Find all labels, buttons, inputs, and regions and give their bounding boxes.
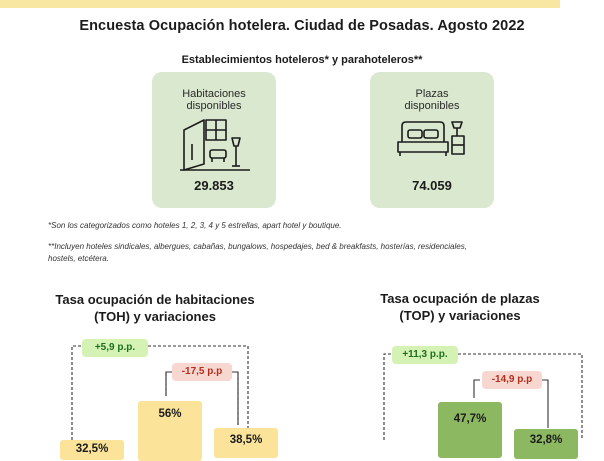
top-bar-2-label: 32,8% (529, 434, 563, 446)
footnote-hotels: *Son los categorizados como hoteles 1, 2… (48, 221, 342, 230)
rooms-label-line1: Habitaciones (182, 88, 246, 100)
rooms-value: 29.853 (194, 178, 234, 193)
toh-bar-1-label: 32,5% (75, 443, 109, 455)
rooms-label-line2: disponibles (186, 100, 242, 112)
top-chart-title: Tasa ocupación de plazas (TOP) y variaci… (350, 290, 570, 324)
top-bar-1-label: 47,7% (453, 413, 487, 425)
top-title-line2: (TOP) y variaciones (399, 308, 521, 323)
footnote-parahotels-line2: hostels, etcétera. (48, 254, 109, 263)
top-band (0, 0, 560, 8)
top-title-line1: Tasa ocupación de plazas (380, 291, 540, 306)
toh-connectors (71, 345, 583, 440)
places-card: Plazas disponibles 74.059 (370, 72, 494, 208)
toh-bar-2-label: 56% (158, 408, 182, 420)
page-subtitle: Establecimientos hoteleros* y parahotele… (181, 54, 423, 66)
rooms-card: Habitaciones disponibles 29.853 (152, 72, 276, 208)
top-variation-negative: -14,9 p.p (482, 371, 542, 389)
top-variation-positive: +11,3 p.p. (392, 346, 458, 364)
places-card-label: Plazas disponibles (370, 88, 494, 112)
toh-title-line2: (TOH) y variaciones (94, 309, 216, 324)
footnote-parahotels: **Incluyen hoteles sindicales, albergues… (48, 241, 600, 265)
top-bar-1 (438, 402, 502, 458)
places-label-line1: Plazas (415, 88, 449, 100)
bed-icon (397, 121, 465, 156)
places-label-line2: disponibles (404, 100, 460, 112)
toh-variation-positive: +5,9 p.p. (82, 339, 148, 357)
places-value: 74.059 (412, 178, 452, 193)
toh-title-line1: Tasa ocupación de habitaciones (55, 292, 255, 307)
toh-chart-title: Tasa ocupación de habitaciones (TOH) y v… (40, 291, 270, 325)
rooms-card-label: Habitaciones disponibles (152, 88, 276, 112)
page-title: Encuesta Ocupación hotelera. Ciudad de P… (79, 18, 525, 34)
toh-bar-3-label: 38,5% (229, 434, 263, 446)
toh-variation-negative: -17,5 p.p (172, 363, 232, 381)
room-icon (180, 119, 250, 171)
footnote-parahotels-line1: **Incluyen hoteles sindicales, albergues… (48, 242, 467, 251)
